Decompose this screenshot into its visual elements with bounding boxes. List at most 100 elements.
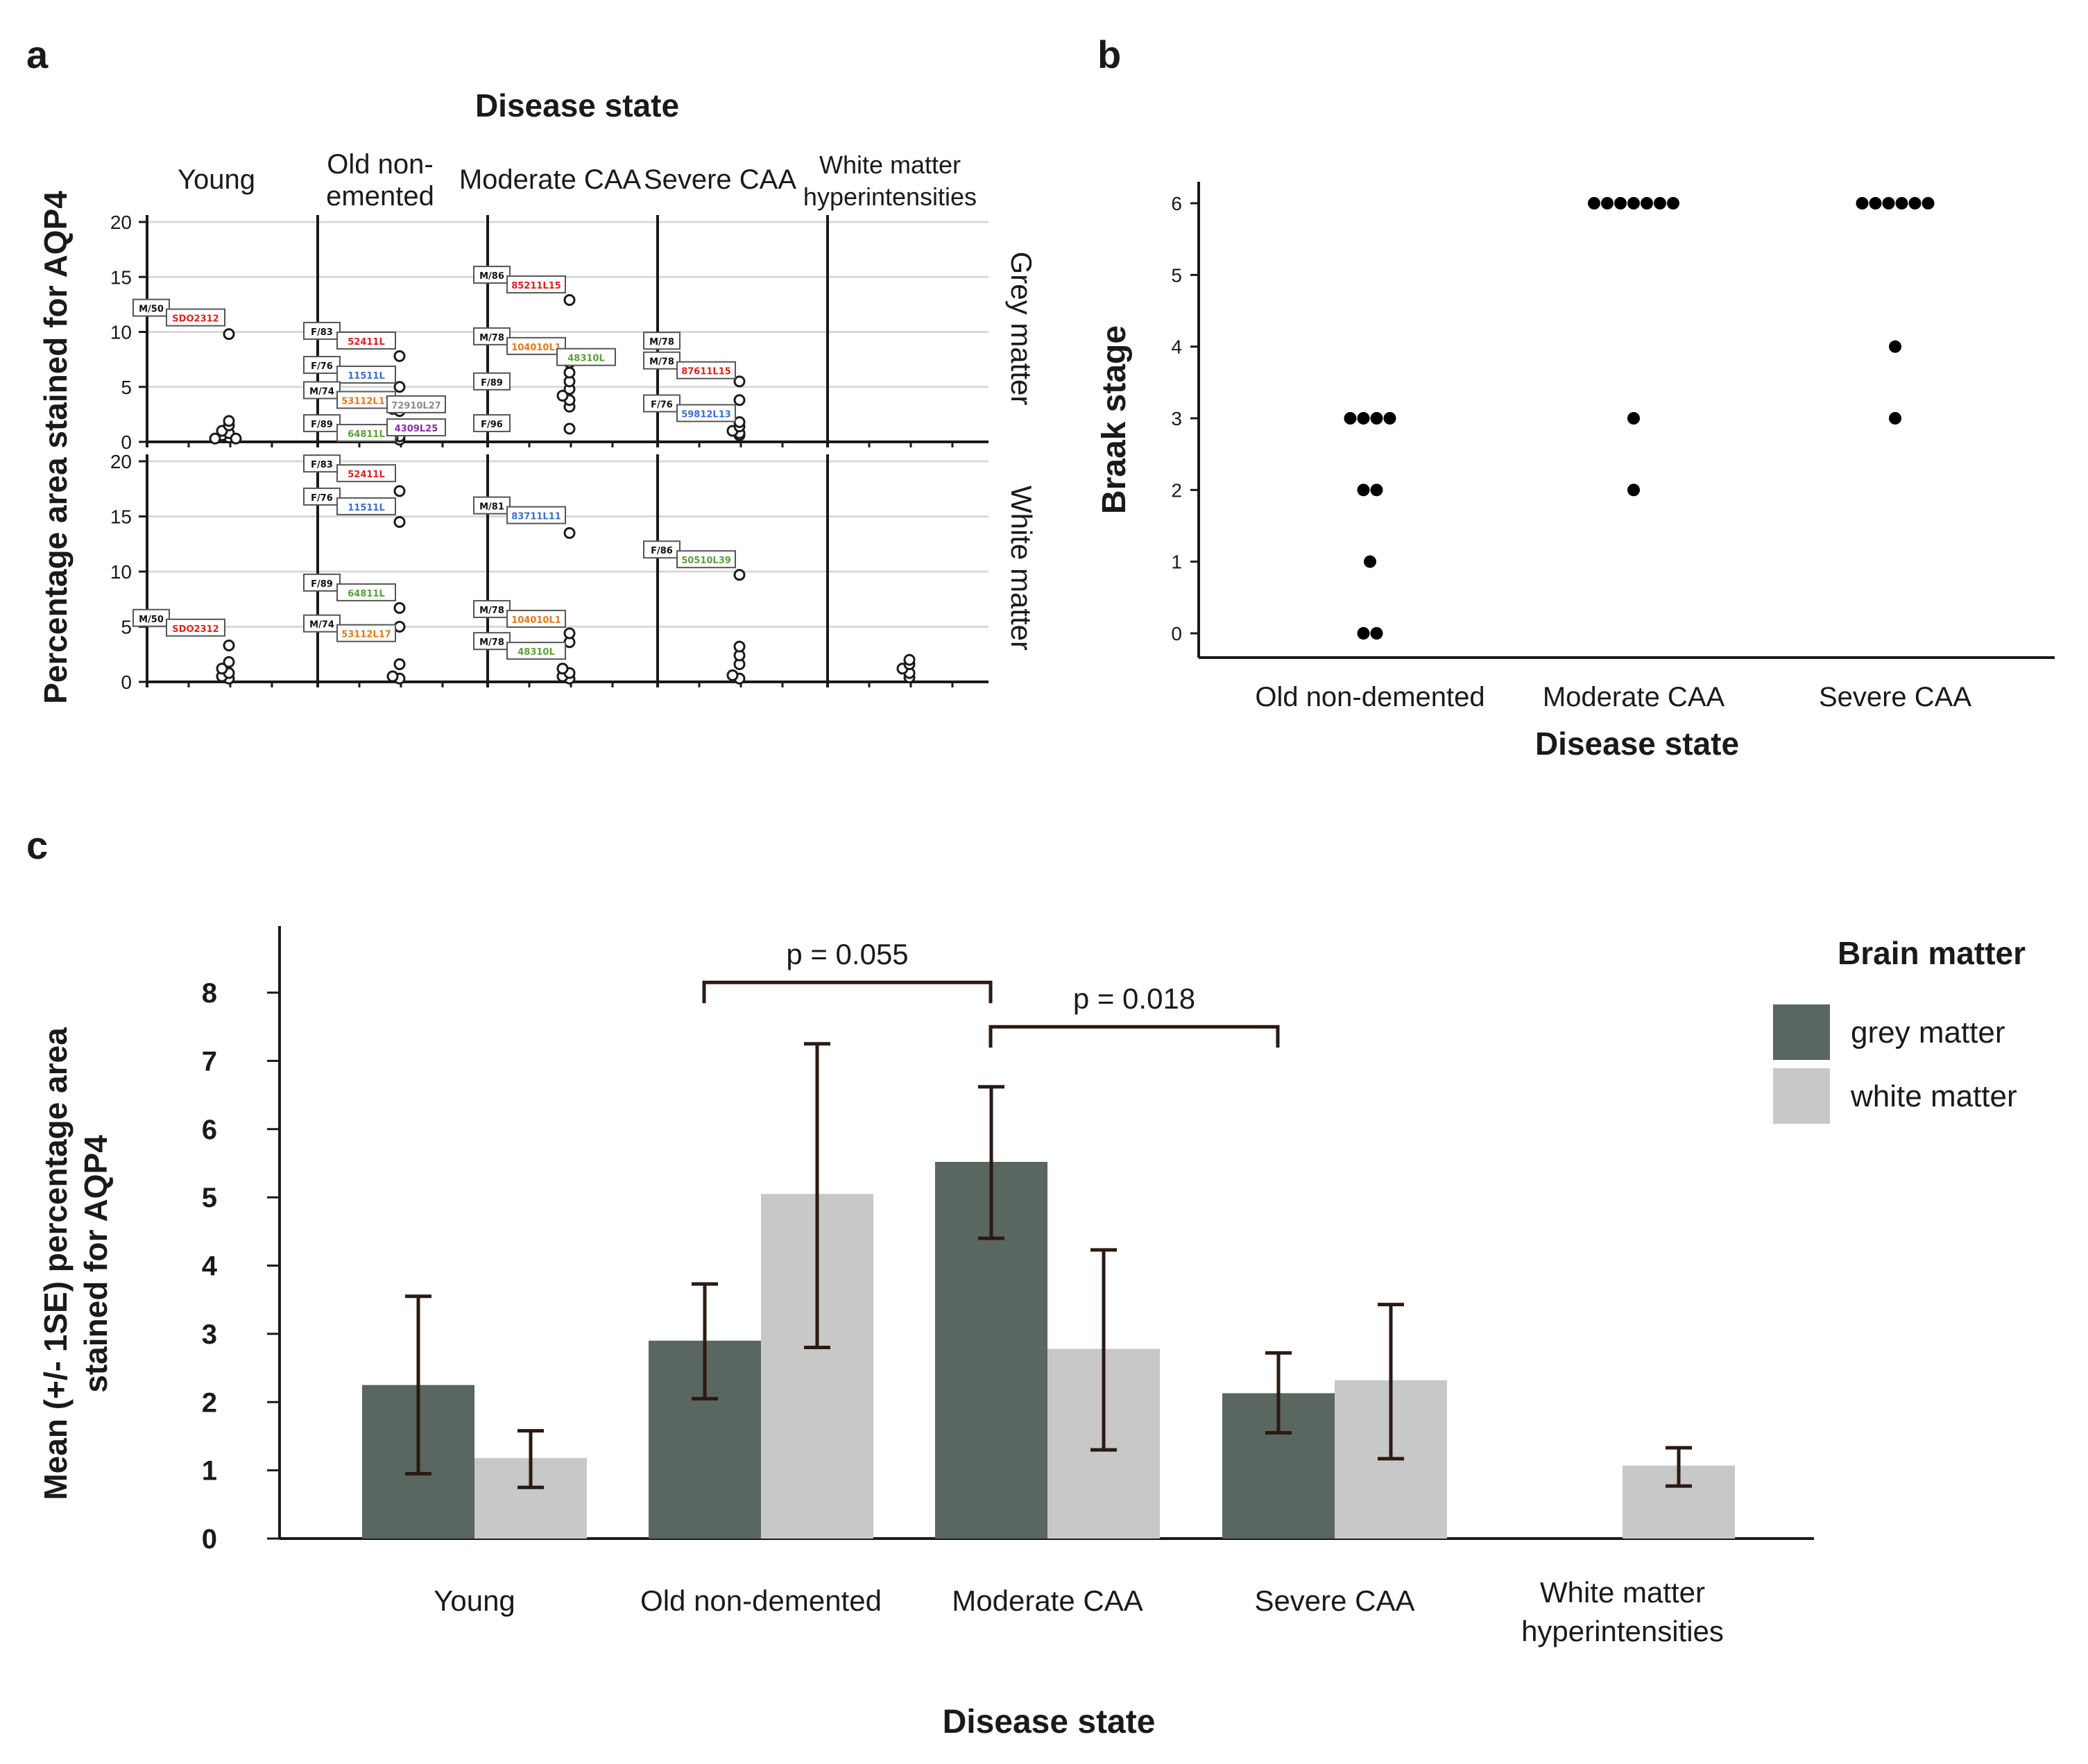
panel-a-data-point	[223, 328, 235, 341]
panel-a-data-point	[393, 485, 406, 497]
panel-b-ylabel: Braak stage	[1096, 325, 1133, 514]
panel-a-sample-code: 50510L39	[681, 556, 731, 566]
panel-b-category-label: Old non-demented	[1255, 682, 1484, 712]
panel-a-column-label-line: Old non-	[327, 149, 433, 180]
panel-a-data-point	[733, 640, 746, 653]
panel-a-row-label: Grey matter	[1005, 252, 1038, 406]
panel-a-sample-code: SDO2312	[172, 624, 219, 635]
panel-c-p-value: p = 0.018	[1073, 982, 1195, 1015]
panel-a-sample-tag-box	[132, 298, 170, 317]
panel-a-sample-code: 4309L25	[395, 424, 438, 434]
panel-a-sample-tag-box	[132, 608, 170, 627]
panel-a-data-point	[223, 640, 235, 652]
panel-a-sample-code: 48310L	[517, 647, 555, 658]
panel-a-sample-code-box	[166, 618, 225, 637]
panel-c-ytick-label: 6	[202, 1115, 217, 1145]
panel-c-ytick-label: 2	[202, 1387, 217, 1418]
panel-b-chart: 0 1 2 3 4 5 6 Braak stage Old non-demented Modera…	[1096, 182, 2055, 762]
panel-a-ytick-label: 0	[121, 671, 132, 693]
panel-a-sample-tag-id: F/86	[651, 546, 673, 556]
panel-a-sample-code-box	[336, 497, 396, 515]
panel-a-data-point	[223, 656, 235, 668]
panel-b-data-point	[1641, 197, 1653, 209]
panel-a-sample-tag-box	[303, 454, 341, 473]
panel-a-data-point	[726, 669, 739, 681]
panel-a-sample-tag-box	[303, 321, 341, 340]
panel-a-sample-tag-box	[473, 632, 511, 651]
panel-a-sample-code: 52411L	[348, 337, 385, 348]
panel-a-sample-code-box	[336, 583, 396, 601]
panel-a-data-point	[563, 366, 576, 379]
panel-a-data-point	[733, 375, 746, 388]
panel-a-ytick-label: 0	[121, 431, 132, 453]
panel-a-sample-tag-id: F/76	[311, 361, 333, 372]
panel-a-sample-code-box	[386, 418, 446, 437]
panel-a-sample-code: 72910L27	[391, 401, 441, 411]
panel-a-sample-code: 85211L15	[511, 281, 561, 291]
panel-a-sample-tag-id: M/78	[649, 357, 674, 368]
panel-a-sample-code-box	[676, 361, 736, 379]
panel-a-sample-code: 53112L17	[341, 630, 391, 640]
panel-b-data-point	[1614, 197, 1627, 209]
panel-b-ytick-label: 5	[1171, 264, 1182, 286]
panel-a-row-label: White matter	[1005, 486, 1038, 651]
panel-label-a: a	[26, 33, 49, 76]
panel-c-category-label: Old non-demented	[640, 1584, 882, 1617]
panel-b-ytick-label: 1	[1171, 551, 1182, 573]
panel-b-data-point	[1370, 412, 1383, 425]
panel-b-ytick-label: 4	[1171, 336, 1182, 358]
panel-a-sample-tag-id: M/50	[139, 305, 164, 315]
panel-b-data-point	[1908, 197, 1922, 209]
panel-label-c: c	[26, 823, 48, 867]
panel-a-data-point	[393, 515, 406, 528]
panel-a-sample-tag-box	[473, 414, 511, 433]
panel-c-category-label: Moderate CAA	[952, 1584, 1143, 1617]
panel-c-category-label: White matter	[1540, 1576, 1705, 1609]
panel-c-ytick-label: 0	[202, 1524, 217, 1555]
panel-b-xlabel: Disease state	[1535, 726, 1739, 762]
panel-a-column-label: Moderate CAA	[459, 164, 642, 195]
panel-a-ytick-label: 5	[121, 617, 132, 638]
panel-a-data-point	[393, 350, 406, 362]
panel-a-sample-tag-box	[473, 496, 511, 515]
panel-a-chart: Disease state Percentage area stained for…	[37, 87, 1038, 704]
panel-a-sample-tag-id: F/76	[311, 493, 333, 504]
panel-b-category-label: Moderate CAA	[1543, 682, 1725, 712]
panel-b-data-point	[1889, 412, 1901, 425]
panel-a-data-point	[393, 381, 406, 393]
panel-a-sample-code-box	[336, 391, 396, 409]
panel-c-ytick-label: 4	[202, 1251, 218, 1282]
panel-c-legend-title: Brain matter	[1838, 935, 2026, 971]
panel-a-sample-tag-id: M/78	[649, 337, 674, 348]
panel-c-legend-swatch	[1773, 1004, 1830, 1060]
panel-b-data-point	[1383, 412, 1396, 425]
panel-a-data-point	[903, 653, 916, 666]
panel-b-data-point	[1882, 197, 1895, 209]
panel-b-data-point	[1627, 412, 1640, 425]
panel-a-sample-code-box	[336, 624, 396, 642]
panel-a-sample-tag-id: M/50	[139, 615, 164, 625]
panel-c-significance-bracket	[989, 1025, 1280, 1048]
panel-c-p-value: p = 0.055	[786, 938, 908, 970]
panel-a-ytick-label: 20	[110, 212, 132, 233]
panel-a-sample-tag-id: M/81	[479, 502, 504, 513]
panel-a-sample-code-box	[556, 348, 616, 366]
panel-a-data-point	[393, 621, 406, 633]
panel-b-data-point	[1654, 197, 1666, 209]
panel-c-ytick-label: 8	[202, 978, 217, 1009]
panel-a-sample-code: 48310L	[567, 354, 605, 364]
panel-a-sample-tag-box	[473, 266, 511, 284]
panel-a-sample-code: 11511L	[348, 503, 385, 513]
panel-a-sample-tag-box	[303, 573, 341, 592]
panel-a-sample-tag-id: F/83	[311, 327, 333, 338]
panel-a-column-label-line: White matter	[819, 151, 961, 179]
panel-a-sample-code-box	[336, 366, 396, 384]
panel-a-sample-tag-id: M/74	[309, 387, 334, 397]
panel-b-data-point	[1370, 483, 1383, 497]
panel-b-data-point	[1601, 197, 1614, 209]
panel-a-sample-tag-id: F/89	[481, 378, 503, 388]
panel-a-sample-code-box	[506, 642, 566, 660]
panel-a-data-point	[209, 432, 221, 445]
panel-a-sample-tag-id: F/83	[311, 460, 333, 470]
